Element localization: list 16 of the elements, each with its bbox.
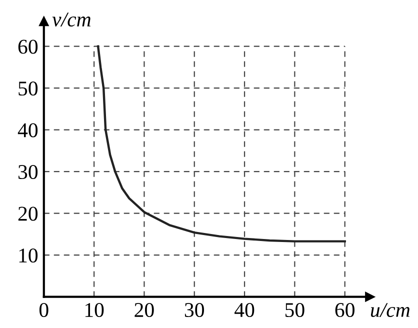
- y-tick-label: 30: [18, 164, 38, 180]
- y-tick-label: 10: [19, 248, 38, 263]
- x-tick-label: 40: [234, 303, 254, 318]
- x-tick-label: 10: [85, 303, 104, 318]
- x-tick-label: 50: [285, 303, 304, 318]
- x-tick-label: 0: [39, 303, 48, 318]
- x-tick-label: 30: [184, 303, 204, 318]
- y-tick-label: 40: [18, 123, 38, 138]
- y-tick-label: 20: [18, 206, 38, 221]
- y-tick-label: 50: [18, 81, 38, 96]
- y-axis-title: v/cm: [52, 12, 90, 27]
- line-series: [96, 45, 346, 242]
- y-tick-label: 60: [18, 40, 38, 54]
- x-tick-label: 20: [134, 303, 154, 318]
- x-tick-label: 60: [335, 303, 354, 318]
- x-axis-title: u/cm: [370, 303, 410, 318]
